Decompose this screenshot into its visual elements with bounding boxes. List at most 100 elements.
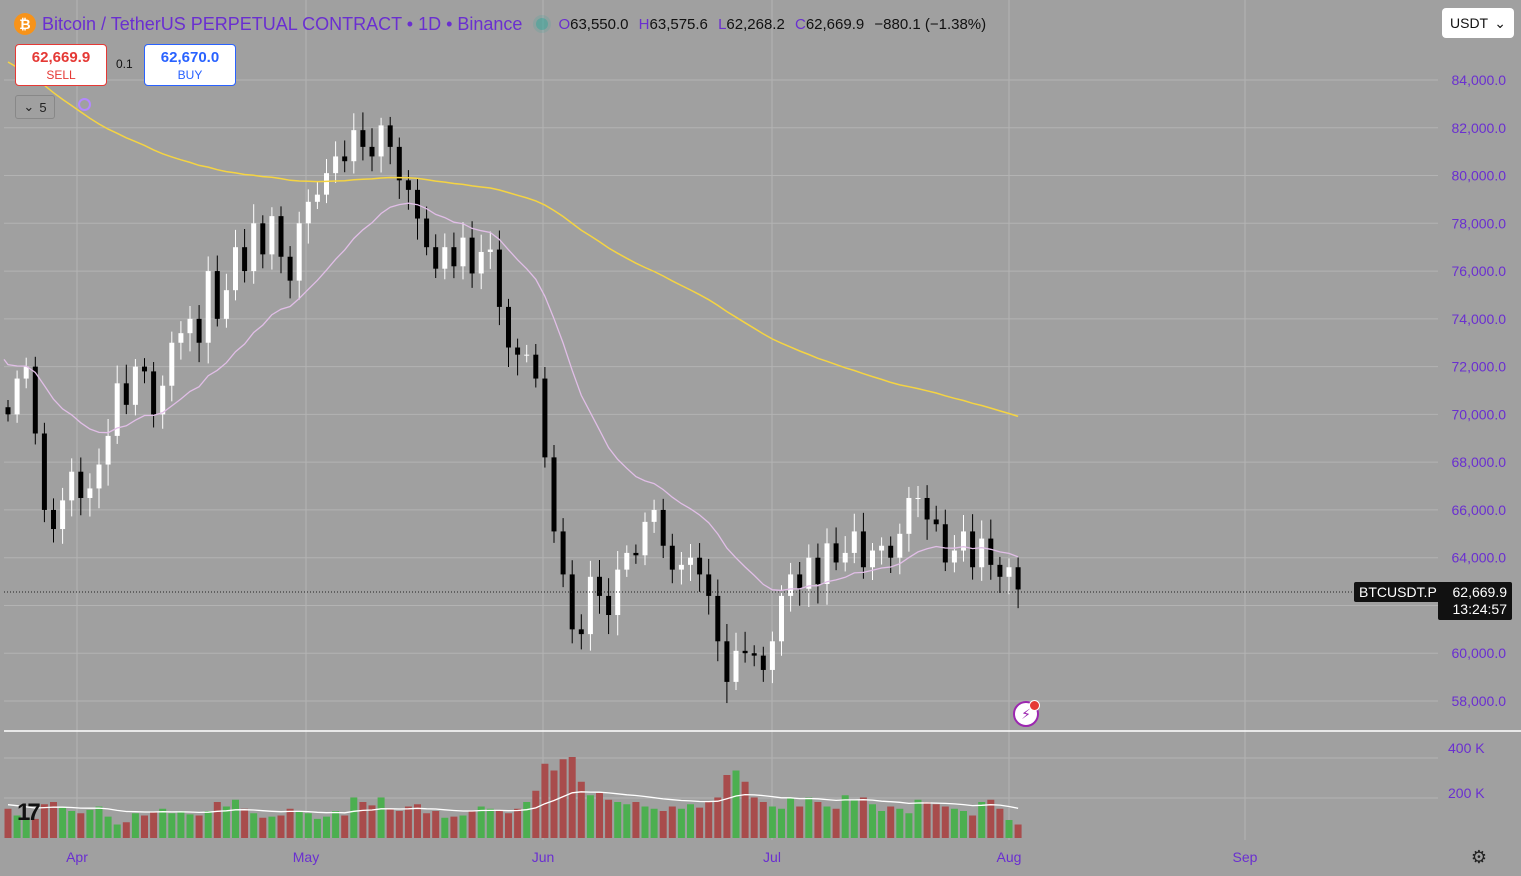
- volume-bar: [304, 813, 312, 838]
- candle-body: [433, 247, 439, 269]
- volume-bar: [122, 822, 130, 838]
- volume-bar: [259, 817, 267, 838]
- volume-bar: [714, 797, 722, 838]
- volume-bar: [623, 804, 631, 838]
- volume-bar: [159, 808, 167, 838]
- volume-bar: [869, 804, 876, 838]
- time-tick-label: Jun: [532, 849, 555, 865]
- volume-bar: [987, 799, 995, 838]
- candle-body: [779, 595, 784, 642]
- volume-bar: [232, 799, 239, 838]
- high-value: 63,575.6: [649, 15, 708, 33]
- candle-body: [915, 497, 921, 499]
- time-tick-label: Sep: [1233, 849, 1258, 865]
- candle-body: [542, 378, 548, 458]
- candle-body: [688, 557, 693, 565]
- candle-body: [951, 550, 957, 563]
- candle-body: [387, 125, 393, 147]
- candle-body: [851, 531, 857, 553]
- currency-select[interactable]: USDT ⌄: [1442, 8, 1514, 38]
- volume-bar: [168, 813, 176, 838]
- candle-body: [351, 130, 357, 162]
- volume-bar: [778, 808, 785, 838]
- market-status-icon[interactable]: [536, 18, 549, 30]
- volume-bar: [350, 797, 358, 838]
- candle-body: [842, 552, 848, 563]
- volume-bar: [395, 811, 403, 838]
- candle-body: [724, 641, 730, 682]
- candle-body: [733, 650, 739, 682]
- candle-body: [706, 574, 712, 596]
- volume-bar: [759, 802, 767, 838]
- volume-bar: [632, 802, 640, 838]
- candle-body: [142, 366, 147, 372]
- change-value: −880.1 (−1.38%): [874, 15, 987, 33]
- candle-body: [597, 576, 602, 596]
- candle-body: [642, 521, 648, 556]
- candle-body: [824, 543, 830, 584]
- indicator-status-icon[interactable]: [78, 98, 91, 111]
- price-axis: 58,000.0 60,000.0 64,000.0 66,000.0 68,000.0…: [1448, 72, 1506, 801]
- tradingview-logo-icon[interactable]: 17: [17, 799, 41, 826]
- volume-bar: [68, 811, 76, 838]
- volume-bar: [359, 802, 367, 838]
- volume-bar: [486, 808, 494, 838]
- settings-gear-icon[interactable]: ⚙: [1470, 847, 1488, 867]
- volume-bar: [332, 811, 340, 838]
- volume-bar: [605, 799, 613, 838]
- candle-body: [606, 595, 612, 616]
- symbol-title[interactable]: Bitcoin / TetherUS PERPETUAL CONTRACT • …: [42, 13, 523, 34]
- candle-body: [451, 247, 457, 267]
- price-tick-label: 60,000.0: [1452, 645, 1507, 661]
- price-tick-label: 84,000.0: [1452, 72, 1507, 88]
- volume-bar: [213, 802, 221, 838]
- candle-body: [1015, 567, 1021, 590]
- candle-body: [196, 318, 202, 343]
- volume-bar: [277, 815, 285, 838]
- volume-bar: [95, 806, 103, 838]
- time-tick-label: Jul: [763, 849, 781, 865]
- candle-body: [533, 354, 539, 379]
- candle-body: [660, 509, 666, 546]
- sell-button[interactable]: 62,669.9 SELL: [15, 44, 107, 86]
- buy-button[interactable]: 62,670.0 BUY: [144, 44, 236, 86]
- close-value: 62,669.9: [805, 15, 865, 33]
- volume-bar: [923, 802, 931, 838]
- candle-body: [187, 318, 193, 334]
- candle-body: [269, 216, 275, 255]
- candle-body: [160, 385, 166, 415]
- volume-bar: [459, 815, 467, 838]
- volume-bar: [495, 811, 503, 838]
- candle-body: [697, 557, 703, 575]
- candle-body: [324, 173, 329, 195]
- volume-bar: [423, 813, 431, 838]
- candle-body: [751, 653, 757, 656]
- candle-body: [287, 256, 293, 281]
- candle-body: [496, 249, 502, 307]
- indicators-toggle-button[interactable]: ⌄ 5: [15, 95, 55, 119]
- volume-bar: [768, 806, 776, 838]
- bar-countdown: 13:24:57: [1452, 601, 1508, 617]
- volume-tick-label: 400 K: [1448, 740, 1485, 756]
- candle-body: [551, 457, 557, 532]
- candle-body: [815, 557, 821, 584]
- volume-bar: [477, 806, 485, 838]
- volume-bar: [386, 808, 394, 838]
- candle-body: [442, 247, 448, 269]
- volume-bar: [932, 804, 940, 838]
- volume-bar: [250, 813, 258, 838]
- volume-bar: [77, 813, 85, 838]
- volume-bar: [859, 797, 867, 838]
- candle-body: [405, 180, 411, 190]
- candle-body: [51, 509, 56, 530]
- volume-bar: [950, 808, 958, 838]
- flash-alert-icon[interactable]: ⚡: [1013, 700, 1040, 727]
- candle-body: [715, 595, 721, 642]
- candle-body: [651, 509, 657, 522]
- volume-bar: [286, 808, 294, 838]
- candle-body: [469, 237, 475, 274]
- volume-bar: [204, 811, 212, 838]
- time-axis: Apr May Jun Jul Aug Sep: [66, 849, 1258, 865]
- volume-bar: [268, 816, 276, 838]
